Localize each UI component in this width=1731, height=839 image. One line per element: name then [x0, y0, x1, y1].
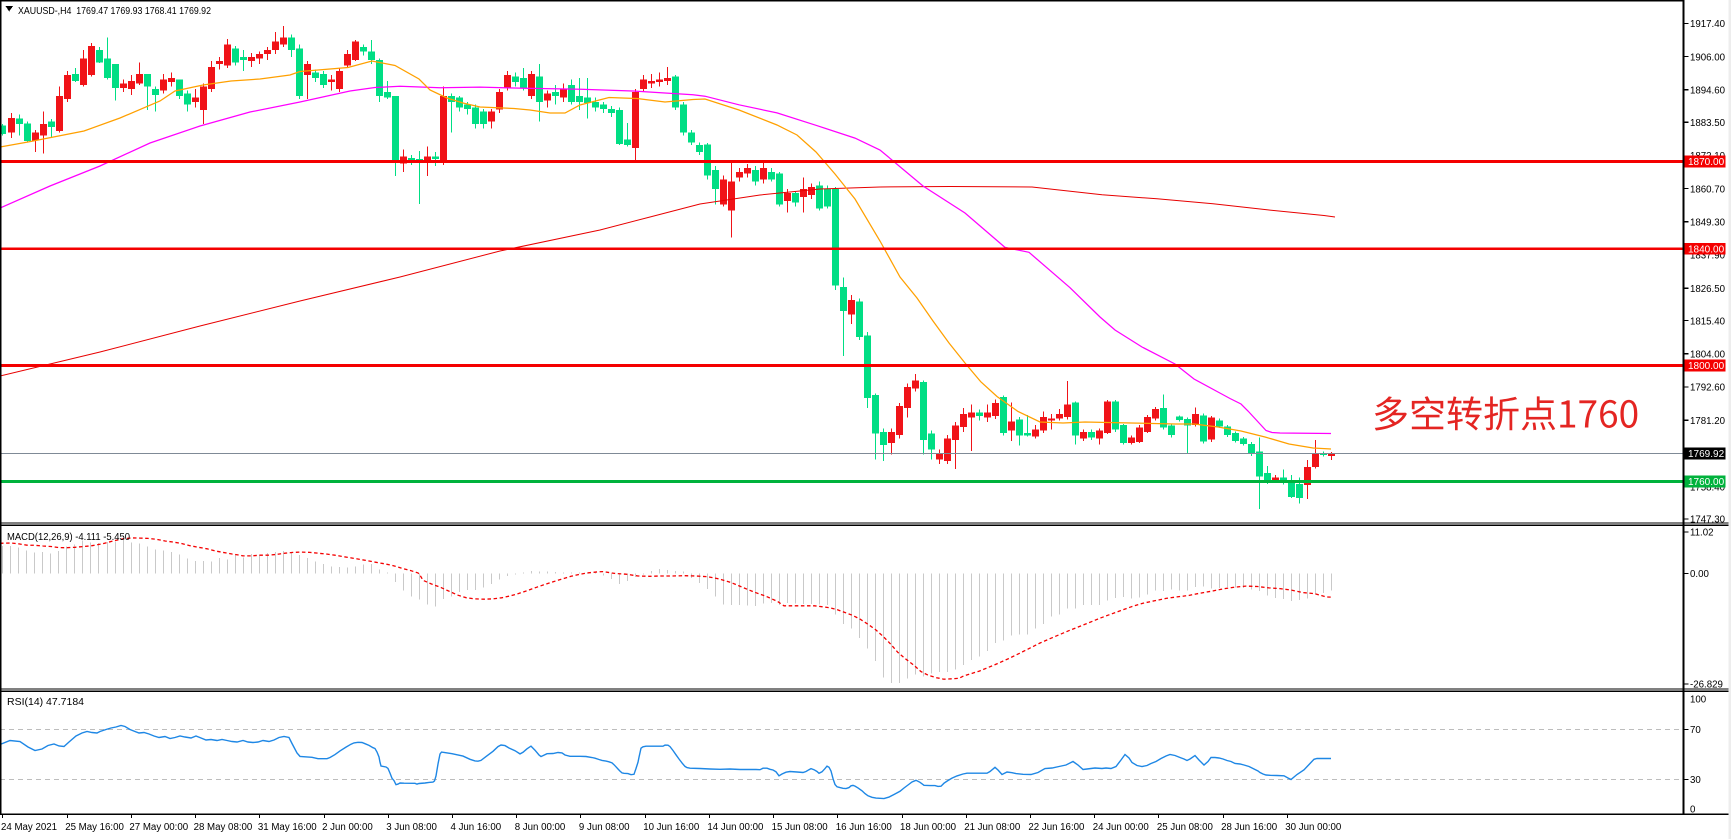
- svg-text:27 May 00:00: 27 May 00:00: [129, 822, 188, 833]
- svg-text:28 Jun 16:00: 28 Jun 16:00: [1221, 822, 1278, 833]
- svg-text:1917.40: 1917.40: [1690, 19, 1726, 30]
- svg-text:1849.30: 1849.30: [1690, 218, 1726, 229]
- svg-text:22 Jun 16:00: 22 Jun 16:00: [1028, 822, 1085, 833]
- svg-text:25 Jun 08:00: 25 Jun 08:00: [1157, 822, 1214, 833]
- svg-text:30: 30: [1690, 775, 1701, 786]
- svg-text:4 Jun 16:00: 4 Jun 16:00: [451, 822, 502, 833]
- svg-text:16 Jun 16:00: 16 Jun 16:00: [836, 822, 893, 833]
- svg-text:1840.00: 1840.00: [1688, 245, 1725, 256]
- svg-text:9 Jun 08:00: 9 Jun 08:00: [579, 822, 630, 833]
- svg-text:1906.00: 1906.00: [1690, 52, 1726, 63]
- svg-text:100: 100: [1690, 695, 1707, 706]
- svg-text:2 Jun 00:00: 2 Jun 00:00: [322, 822, 373, 833]
- svg-text:21 Jun 08:00: 21 Jun 08:00: [964, 822, 1021, 833]
- svg-text:1894.60: 1894.60: [1690, 86, 1726, 97]
- svg-text:25 May 16:00: 25 May 16:00: [65, 822, 124, 833]
- svg-text:1758.40: 1758.40: [1690, 482, 1726, 493]
- svg-text:14 Jun 00:00: 14 Jun 00:00: [707, 822, 764, 833]
- svg-text:0.00: 0.00: [1690, 569, 1709, 580]
- svg-text:18 Jun 00:00: 18 Jun 00:00: [900, 822, 957, 833]
- svg-text:11.02: 11.02: [1690, 528, 1714, 539]
- svg-text:30 Jun 00:00: 30 Jun 00:00: [1285, 822, 1342, 833]
- svg-text:MACD(12,26,9) -4.111 -5.450: MACD(12,26,9) -4.111 -5.450: [7, 531, 130, 543]
- svg-text:RSI(14) 47.7184: RSI(14) 47.7184: [7, 696, 84, 708]
- svg-text:1769.92: 1769.92: [1688, 449, 1725, 460]
- svg-text:1837.90: 1837.90: [1690, 251, 1726, 262]
- svg-text:1860.70: 1860.70: [1690, 184, 1726, 195]
- svg-text:1826.50: 1826.50: [1690, 284, 1726, 295]
- svg-text:1747.30: 1747.30: [1690, 515, 1726, 526]
- svg-text:31 May 16:00: 31 May 16:00: [258, 822, 317, 833]
- svg-text:0: 0: [1690, 805, 1696, 816]
- svg-text:1800.00: 1800.00: [1688, 361, 1725, 372]
- svg-text:-26.829: -26.829: [1690, 680, 1723, 691]
- svg-text:28 May 08:00: 28 May 08:00: [194, 822, 253, 833]
- svg-text:1815.40: 1815.40: [1690, 316, 1726, 327]
- svg-text:24 May 2021: 24 May 2021: [1, 822, 57, 833]
- svg-text:1883.50: 1883.50: [1690, 118, 1726, 129]
- svg-text:8 Jun 00:00: 8 Jun 00:00: [515, 822, 566, 833]
- svg-text:1760.00: 1760.00: [1688, 477, 1725, 488]
- svg-text:1792.60: 1792.60: [1690, 383, 1726, 394]
- svg-text:10 Jun 16:00: 10 Jun 16:00: [643, 822, 700, 833]
- svg-text:70: 70: [1690, 725, 1701, 736]
- svg-text:XAUUSD-,H4 1769.47 1769.93 17: XAUUSD-,H4 1769.47 1769.93 1768.41 1769.…: [18, 5, 211, 17]
- svg-text:24 Jun 00:00: 24 Jun 00:00: [1093, 822, 1150, 833]
- svg-text:1804.00: 1804.00: [1690, 350, 1726, 361]
- svg-text:3 Jun 08:00: 3 Jun 08:00: [386, 822, 437, 833]
- svg-text:1870.00: 1870.00: [1688, 157, 1725, 168]
- svg-text:15 Jun 08:00: 15 Jun 08:00: [772, 822, 829, 833]
- svg-text:1781.20: 1781.20: [1690, 416, 1726, 427]
